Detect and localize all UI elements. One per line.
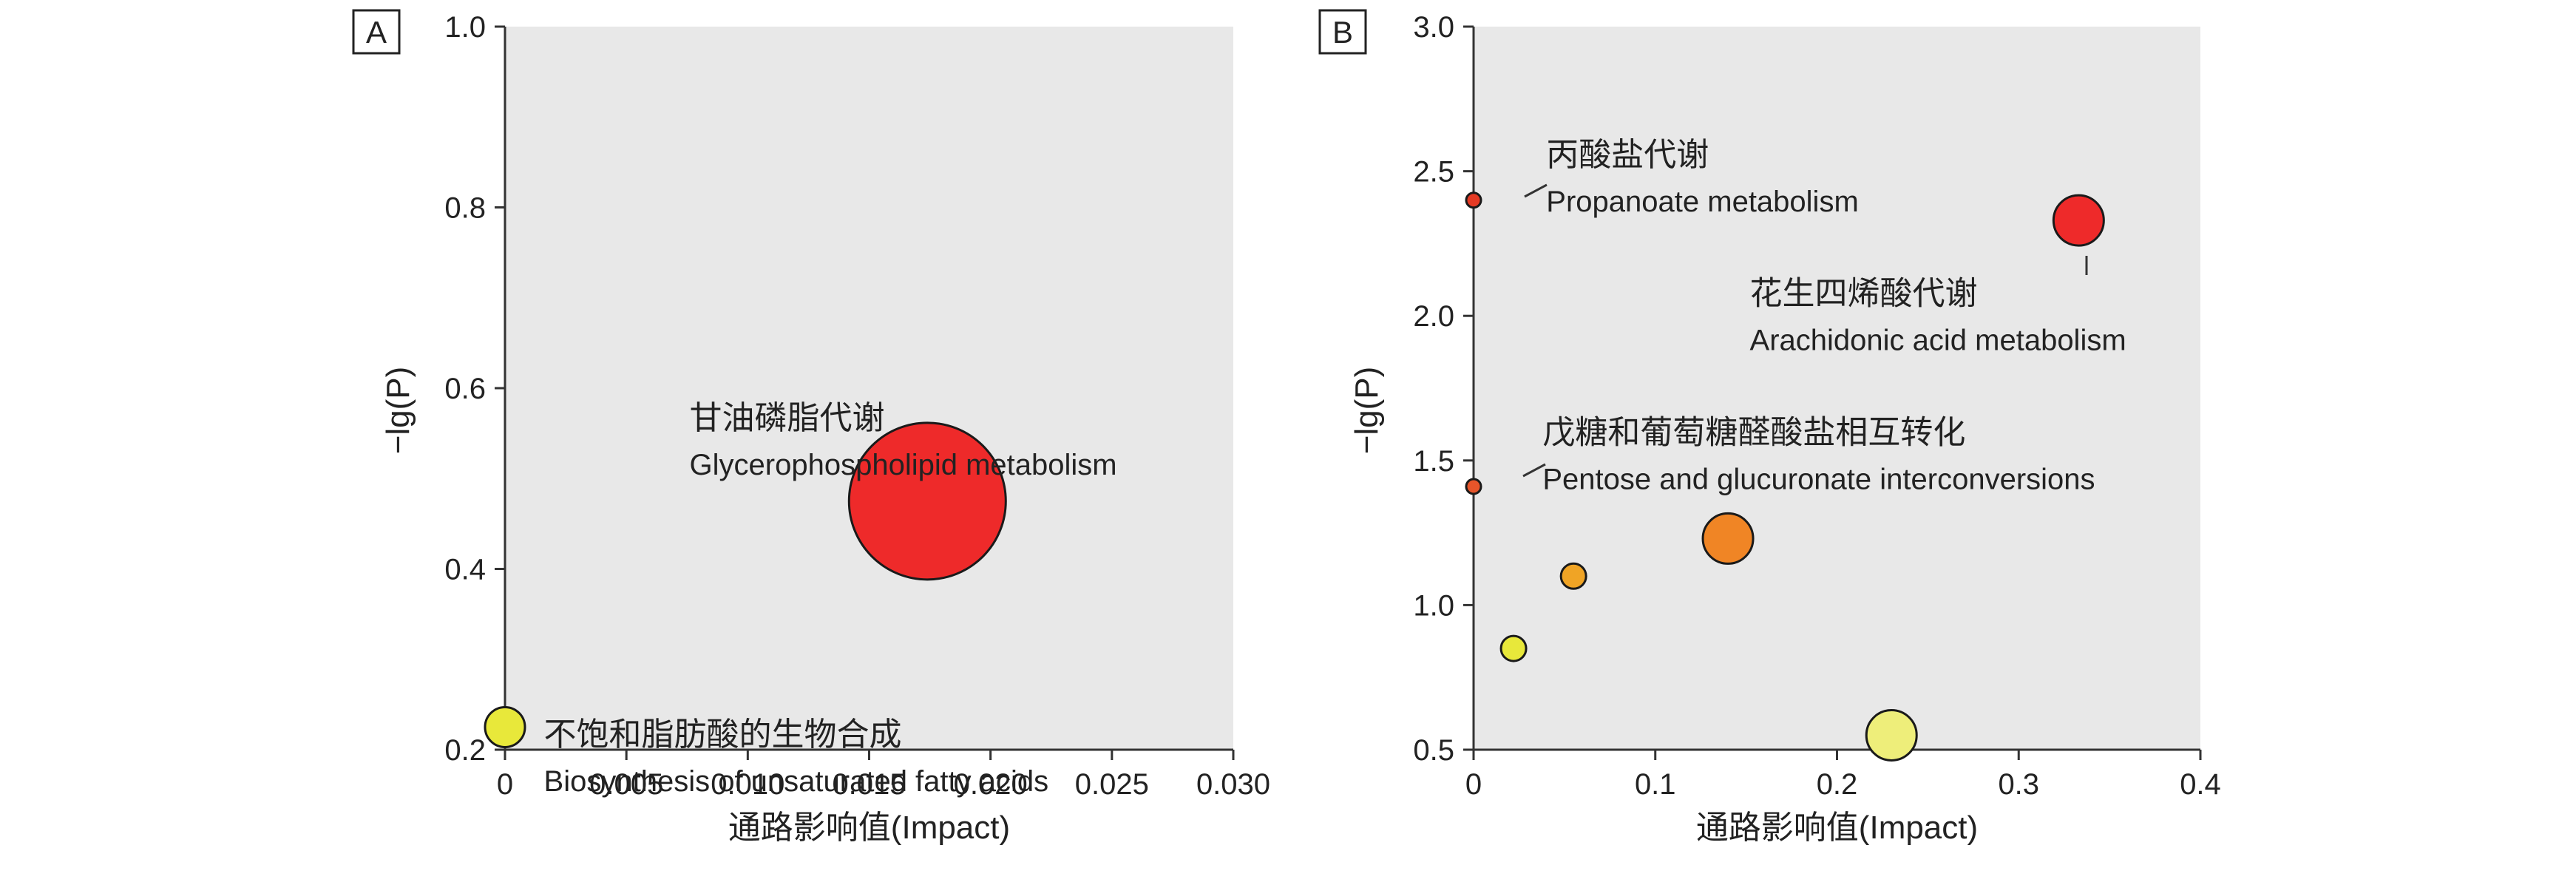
data-point <box>1499 634 1528 662</box>
x-tick-label: 0 <box>1465 768 1482 801</box>
y-tick-label: 0.6 <box>444 373 486 405</box>
panel-letter-box <box>352 9 401 55</box>
x-tick-label: 0.3 <box>1998 768 2039 801</box>
annotation-en: Propanoate metabolism <box>1546 186 1858 218</box>
x-tick-label: 0.010 <box>711 768 784 801</box>
annotation-cn: 不饱和脂肪酸的生物合成 <box>544 716 902 753</box>
y-tick-label: 0.8 <box>444 192 486 225</box>
x-tick-label: 0.030 <box>1196 768 1270 801</box>
data-point <box>1701 512 1755 565</box>
panel-letter: A <box>366 15 387 50</box>
x-tick-label: 0.4 <box>2180 768 2221 801</box>
x-tick-label: 0.015 <box>832 768 906 801</box>
panel-letter-box <box>1318 9 1367 55</box>
x-axis-title: 通路影响值(Impact) <box>728 810 1010 846</box>
x-tick-label: 0 <box>497 768 513 801</box>
annotation-cn: 甘油磷脂代谢 <box>690 400 885 436</box>
x-tick-label: 0.025 <box>1075 768 1149 801</box>
data-point <box>1465 478 1482 495</box>
annotation-en: Biosynthesis of unsaturated fatty acids <box>544 765 1049 798</box>
annotation-leader <box>1522 463 1546 478</box>
annotation-leader <box>1524 183 1548 198</box>
data-point <box>2052 194 2105 247</box>
y-axis-title: −lg(P) <box>1349 367 1385 455</box>
x-axis-title: 通路影响值(Impact) <box>1696 810 1978 846</box>
annotation-cn: 丙酸盐代谢 <box>1546 137 1709 173</box>
plot-area <box>505 27 1233 750</box>
annotation-cn: 戊糖和葡萄糖醛酸盐相互转化 <box>1542 414 1965 450</box>
x-tick-label: 0.1 <box>1635 768 1676 801</box>
annotation-en: Pentose and glucuronate interconversions <box>1542 463 2095 495</box>
x-tick-label: 0.005 <box>589 768 663 801</box>
y-tick-label: 0.5 <box>1413 734 1454 767</box>
y-tick-label: 2.5 <box>1413 156 1454 189</box>
annotation-cn: 花生四烯酸代谢 <box>1750 276 1978 312</box>
x-tick-label: 0.020 <box>954 768 1028 801</box>
y-tick-label: 0.4 <box>444 554 486 586</box>
x-tick-label: 0.2 <box>1817 768 1858 801</box>
y-tick-label: 1.5 <box>1413 445 1454 478</box>
y-tick-label: 3.0 <box>1413 11 1454 44</box>
data-point <box>1465 191 1482 209</box>
annotation-en: Glycerophospholipid metabolism <box>690 449 1117 481</box>
y-tick-label: 2.0 <box>1413 300 1454 333</box>
panel-a-chart: 0 0.005 0.010 0.015 0.020 0.025 0.030 0.2 0.4 0.6… <box>352 9 1270 846</box>
y-axis-title: −lg(P) <box>380 367 416 455</box>
panel-letter: B <box>1332 15 1353 50</box>
y-tick-label: 1.0 <box>444 11 486 44</box>
data-point <box>847 421 1007 581</box>
panel-b-chart: 0 0.1 0.2 0.3 0.4 0.5 1.0 1.5 2.0 2.5 3.0 通路影响值(Imp… <box>1318 9 2221 846</box>
data-point <box>484 705 526 748</box>
data-point <box>1559 562 1587 590</box>
annotation-en: Arachidonic acid metabolism <box>1750 325 2126 357</box>
data-point <box>1865 708 1918 762</box>
plot-area <box>1474 27 2200 750</box>
y-tick-label: 0.2 <box>444 734 486 767</box>
y-tick-label: 1.0 <box>1413 589 1454 622</box>
